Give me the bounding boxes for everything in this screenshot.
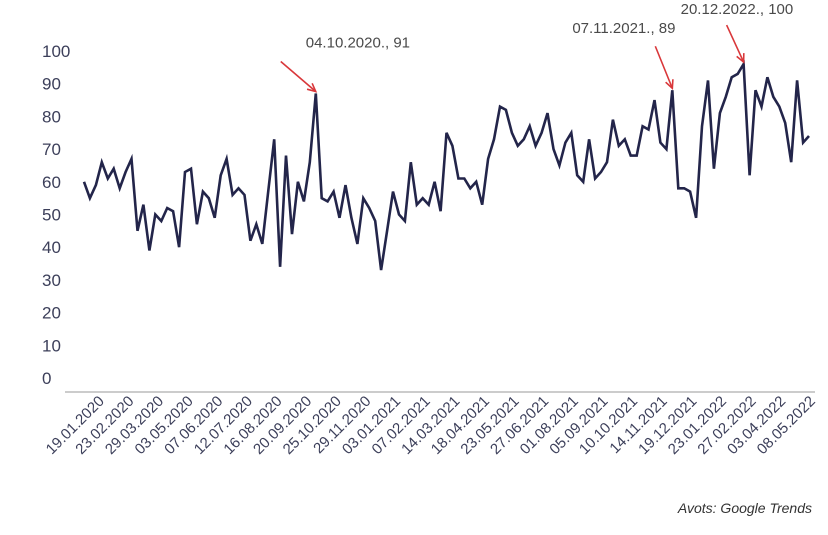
y-tick-label: 20 — [42, 304, 61, 323]
x-axis: 19.01.202023.02.202029.03.202003.05.2020… — [43, 393, 819, 458]
y-tick-label: 90 — [42, 75, 61, 94]
annotation-arrow — [280, 60, 317, 93]
y-tick-label: 10 — [42, 336, 61, 355]
y-tick-label: 100 — [42, 42, 70, 61]
annotation-label: 07.11.2021., 89 — [572, 20, 675, 37]
y-tick-label: 40 — [42, 238, 61, 257]
arrowhead-icon — [306, 82, 318, 93]
series-line — [82, 59, 810, 271]
y-tick-label: 60 — [42, 173, 61, 192]
annotation-arrow — [725, 24, 745, 63]
y-tick-label: 0 — [42, 369, 51, 388]
annotations: 04.10.2020., 91 07.11.2021., 89 20.12.2022… — [280, 1, 794, 93]
annotation: 04.10.2020., 91 — [280, 35, 410, 93]
y-tick-label: 70 — [42, 140, 61, 159]
arrowhead-icon — [665, 79, 674, 90]
y-axis: 0 10 20 30 40 50 60 70 80 90 100 — [42, 42, 70, 388]
annotation: 07.11.2021., 89 — [572, 20, 675, 90]
y-tick-label: 30 — [42, 271, 61, 290]
arrowhead-icon — [736, 53, 745, 64]
annotation-label: 04.10.2020., 91 — [306, 35, 410, 52]
annotation-label: 20.12.2022., 100 — [681, 1, 794, 18]
y-tick-label: 80 — [42, 107, 61, 126]
y-tick-label: 50 — [42, 206, 61, 225]
annotation: 20.12.2022., 100 — [681, 1, 794, 64]
source-note: Avots: Google Trends — [677, 500, 812, 516]
annotation-arrow — [654, 45, 674, 89]
